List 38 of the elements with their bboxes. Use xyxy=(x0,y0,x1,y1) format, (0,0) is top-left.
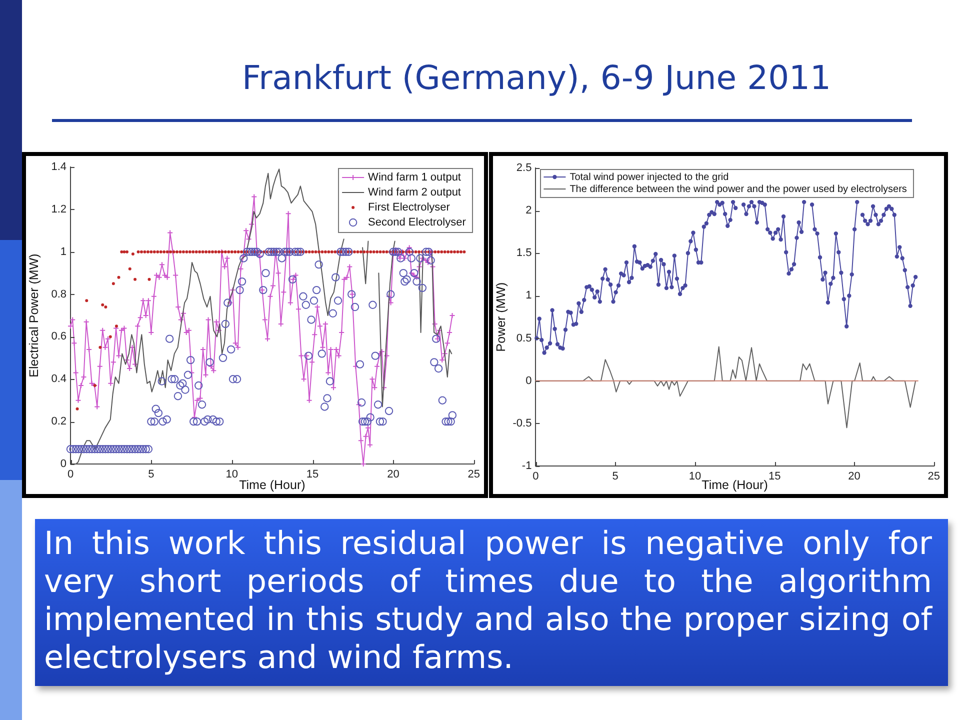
legend-label: Wind farm 2 output xyxy=(368,186,461,199)
legend-label: Total wind power injected to the grid xyxy=(570,172,729,183)
y-tick-label: 1.2 xyxy=(51,203,66,216)
y-tick-label: 0.4 xyxy=(51,373,66,386)
y-tick-label: 1.4 xyxy=(51,161,66,174)
x-axis-title: Time (Hour) xyxy=(239,478,306,492)
y-tick-label: 0.8 xyxy=(51,288,66,300)
y-tick-label: 0.5 xyxy=(516,332,532,344)
x-tick-label: 25 xyxy=(928,470,940,483)
y-tick-label: 0 xyxy=(60,458,66,470)
x-tick-label: 5 xyxy=(612,470,618,483)
x-axis-title: Time (Hour) xyxy=(702,478,768,492)
text: In this work this residual power is negative only for very short periods of times due to the algorithm implemented in this study and also the proper sizing of electrolysers and wind farms. xyxy=(44,525,932,677)
legend-label: The difference between the wind power and the power used by electrolysers xyxy=(570,184,907,195)
y-tick-label: 0 xyxy=(526,374,532,387)
x-tick-label: 10 xyxy=(226,468,238,481)
x-tick-label: 15 xyxy=(768,470,781,483)
legend-label: Wind farm 1 output xyxy=(368,172,461,184)
y-tick-label: -0.5 xyxy=(512,417,532,430)
y-tick-label: 2.5 xyxy=(516,162,532,174)
legend-label: Second Electrolyser xyxy=(368,216,466,229)
y-tick-label: -1 xyxy=(522,460,532,472)
x-tick-label: 10 xyxy=(688,470,702,483)
y-tick-label: 0.2 xyxy=(51,416,66,428)
x-tick-label: 20 xyxy=(848,470,860,483)
y-axis-title: Power (MW) xyxy=(494,282,508,352)
y-tick-label: 1.5 xyxy=(516,247,532,260)
y-tick-label: 1 xyxy=(526,290,532,302)
y-tick-label: 1 xyxy=(60,246,66,258)
x-tick-label: 20 xyxy=(387,468,400,481)
x-tick-label: 5 xyxy=(148,468,154,481)
x-tick-label: 15 xyxy=(306,468,319,481)
legend-label: First Electrolyser xyxy=(368,202,450,214)
y-tick-label: 0.6 xyxy=(51,330,66,343)
y-tick-label: 2 xyxy=(526,204,532,217)
x-tick-label: 25 xyxy=(468,468,480,481)
text: Frankfurt (Germany), 6-9 June 2011 xyxy=(242,58,832,98)
y-axis-title: Electrical Power (MW) xyxy=(26,254,41,378)
